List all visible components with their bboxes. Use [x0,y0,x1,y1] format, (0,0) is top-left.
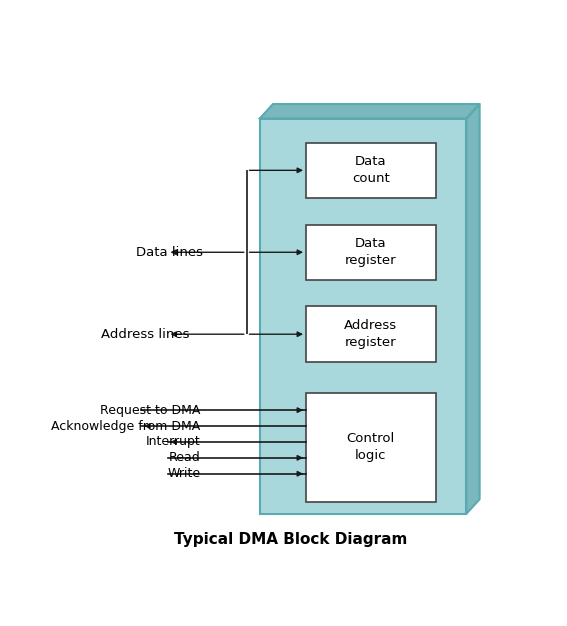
Bar [306,143,435,198]
Text: Request to DMA: Request to DMA [100,404,201,417]
Bar [306,307,435,362]
Text: Data lines: Data lines [136,246,202,259]
Bar [260,118,466,514]
Bar [306,393,435,501]
Text: Write: Write [167,467,201,480]
Polygon shape [260,104,480,118]
Polygon shape [466,104,480,514]
Text: Acknowledge from DMA: Acknowledge from DMA [51,419,201,433]
Text: Address lines: Address lines [101,327,189,341]
Text: Typical DMA Block Diagram: Typical DMA Block Diagram [174,533,407,548]
Bar [306,225,435,280]
Text: Data
count: Data count [352,155,390,185]
Text: Address
register: Address register [344,319,397,349]
Text: Control
logic: Control logic [346,433,395,463]
Text: Interrupt: Interrupt [146,436,201,448]
Text: Read: Read [169,451,201,464]
Text: Data
register: Data register [345,237,396,267]
